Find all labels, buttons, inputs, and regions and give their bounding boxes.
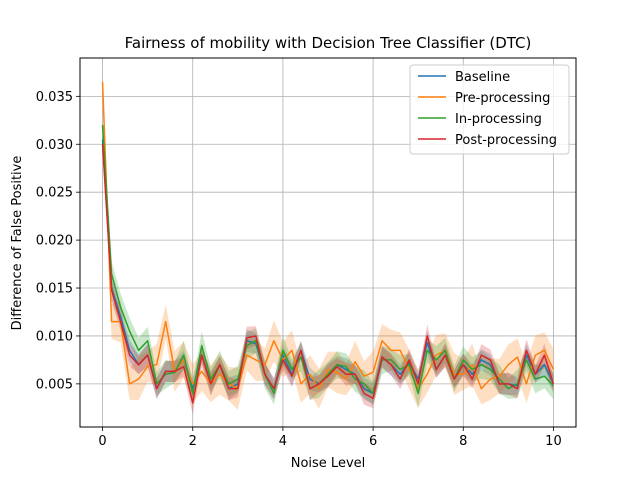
x-axis-label: Noise Level (291, 456, 366, 471)
x-tick-label: 6 (369, 434, 377, 449)
x-tick-label: 0 (98, 434, 106, 449)
y-axis-ticks: 0.005 0.010 0.015 0.020 0.025 0.030 0.035 (36, 90, 80, 392)
in-processing-band (102, 120, 554, 408)
legend-label-pre-processing: Pre-processing (455, 91, 550, 106)
y-tick-label: 0.005 (36, 377, 73, 392)
legend-box (409, 64, 570, 155)
x-tick-label: 10 (545, 434, 562, 449)
legend-label-baseline: Baseline (455, 70, 510, 85)
legend-label-post-processing: Post-processing (455, 133, 557, 148)
legend: Baseline Pre-processing In-processing Post-… (409, 64, 570, 155)
y-tick-label: 0.035 (36, 90, 73, 105)
post-processing-band (102, 140, 554, 415)
baseline-band (102, 136, 554, 404)
x-tick-label: 2 (189, 434, 197, 449)
in-processing-line (101, 125, 555, 395)
confidence-bands (102, 75, 554, 415)
pre-processing-band (102, 75, 554, 410)
y-tick-label: 0.030 (36, 138, 73, 153)
y-tick-label: 0.010 (36, 329, 73, 344)
y-tick-label: 0.015 (36, 282, 73, 297)
x-tick-label: 4 (279, 434, 287, 449)
post-processing-line (101, 144, 555, 404)
legend-label-in-processing: In-processing (455, 112, 542, 127)
y-tick-label: 0.025 (36, 186, 73, 201)
y-tick-label: 0.020 (36, 234, 73, 249)
series-lines (101, 81, 555, 404)
y-axis-label: Difference of False Positive (10, 156, 25, 331)
plot-frame (79, 57, 577, 428)
chart-title: Fairness of mobility with Decision Tree … (125, 34, 532, 52)
x-axis-ticks: 0 2 4 6 8 10 (98, 427, 562, 449)
x-tick-label: 8 (459, 434, 467, 449)
